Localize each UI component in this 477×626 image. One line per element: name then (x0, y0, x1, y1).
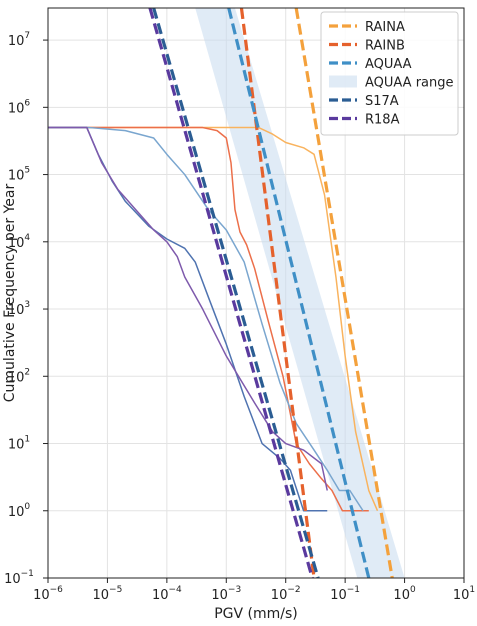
legend-label: R18A (365, 113, 400, 128)
legend-label: AQUAA range (365, 76, 454, 91)
legend-label: S17A (365, 94, 399, 109)
legend-label: RAINA (365, 20, 405, 35)
r18a-model-line (148, 8, 314, 578)
x-tick-label: 100 (393, 585, 416, 603)
aquaa-model-line (227, 8, 371, 578)
observed-curve (48, 126, 369, 512)
x-tick-label: 10−1 (330, 585, 360, 603)
y-axis-label: Cumulative Frequency per Year (2, 184, 18, 403)
y-tick-label: 105 (8, 166, 30, 184)
y-tick-label: 107 (8, 31, 30, 49)
legend-swatch (329, 75, 357, 88)
x-tick-label: 10−6 (33, 585, 63, 603)
x-tick-label: 10−2 (271, 585, 301, 603)
raina-model-line (294, 8, 394, 578)
y-tick-label: 101 (8, 435, 30, 453)
plot-frame (47, 7, 465, 579)
y-tick-label: 100 (8, 502, 31, 520)
observed-curve (48, 126, 364, 512)
observed-curve (48, 126, 379, 512)
s17a-model-line (152, 8, 320, 578)
legend: RAINA RAINB AQUAA AQUAA range S17A R18A (320, 11, 459, 136)
observed-curve (48, 126, 328, 491)
series-layer (48, 8, 394, 578)
x-tick-label: 101 (453, 585, 475, 603)
x-axis-label: PGV (mm/s) (214, 606, 298, 622)
x-tick-label: 10−5 (93, 585, 123, 603)
legend-box (320, 11, 459, 136)
legend-label: RAINB (365, 39, 405, 54)
x-tick-label: 10−4 (152, 585, 182, 603)
y-tick-label: 10−1 (4, 569, 34, 587)
x-tick-label: 10−3 (211, 585, 241, 603)
legend-label: AQUAA (365, 57, 412, 72)
y-tick-label: 106 (8, 98, 31, 116)
